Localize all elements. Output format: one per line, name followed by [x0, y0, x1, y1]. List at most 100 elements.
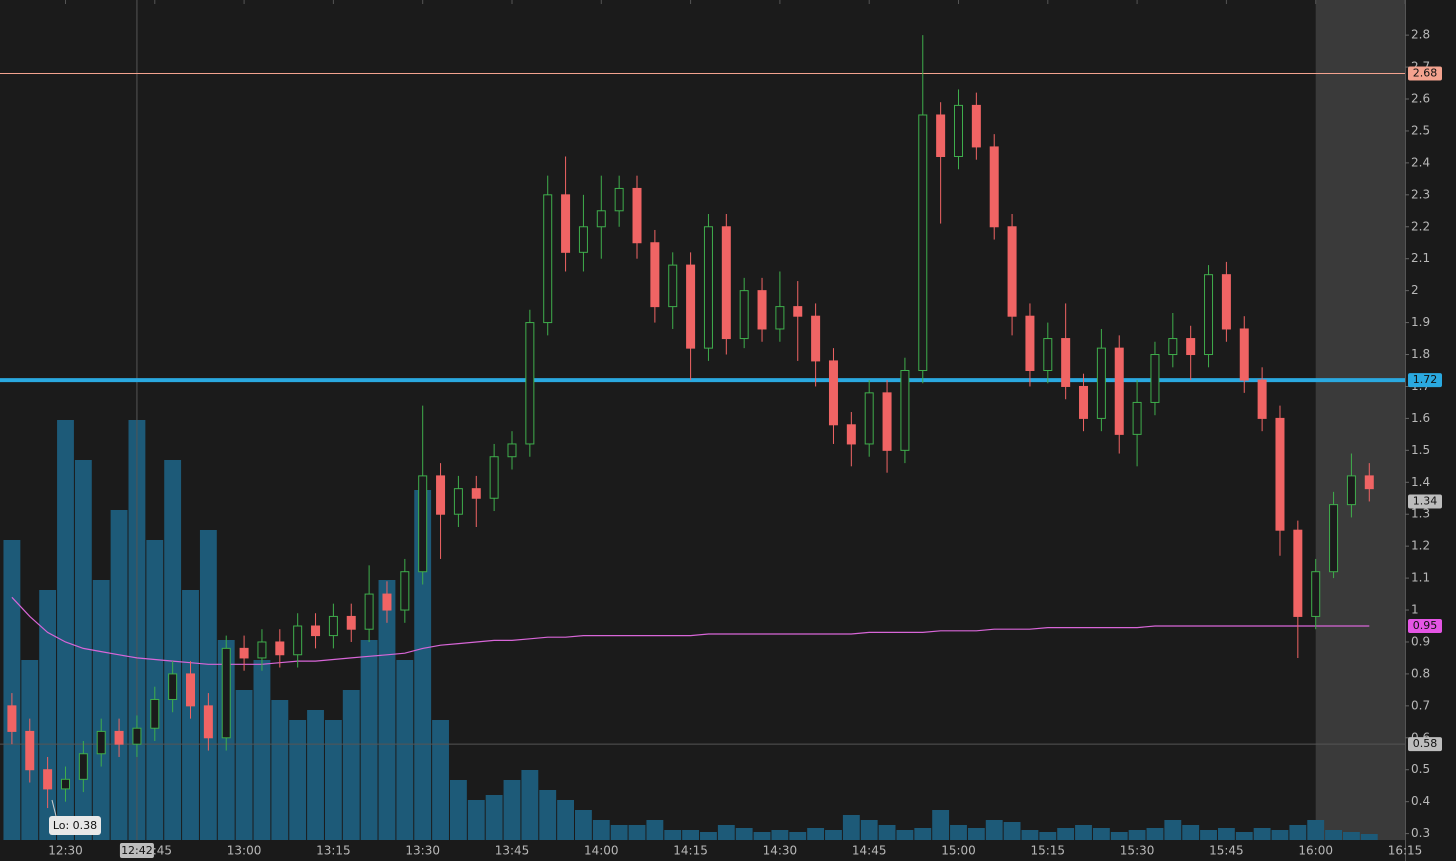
candle-body: [1257, 379, 1267, 419]
y-tick-label: 0.3: [1411, 826, 1430, 840]
y-tick-label: 0.9: [1411, 634, 1430, 648]
candle-body: [1007, 226, 1017, 317]
volume-bar: [1182, 825, 1200, 840]
volume-bar: [932, 810, 950, 840]
x-tick-label: 13:15: [316, 844, 351, 858]
volume-bar: [449, 780, 467, 840]
candle-body: [846, 424, 856, 445]
candle-body: [400, 571, 410, 611]
volume-bar: [860, 820, 878, 840]
candle-body: [596, 210, 606, 228]
candle-body: [650, 242, 660, 308]
x-tick-label: 15:00: [941, 844, 976, 858]
volume-bar: [1360, 834, 1378, 840]
y-tick-label: 1.2: [1411, 539, 1430, 553]
volume-bar: [360, 640, 378, 840]
crosshair-x-box: [119, 843, 154, 858]
candle-body: [775, 306, 785, 330]
candle-body: [186, 673, 196, 707]
candle-body: [632, 187, 642, 244]
y-tick-label: 2: [1411, 283, 1419, 297]
y-tick-label: 1.3: [1411, 507, 1430, 521]
volume-bar: [342, 690, 360, 840]
volume-bar: [842, 815, 860, 840]
candle-body: [1150, 354, 1160, 403]
y-tick-label: 1.8: [1411, 347, 1430, 361]
candle-body: [507, 443, 517, 458]
annotation-text: Lo: 0.38: [53, 819, 97, 832]
volume-bar: [1235, 832, 1253, 840]
candle-body: [668, 264, 678, 308]
x-tick-label: 15:45: [1209, 844, 1244, 858]
candle-body: [311, 625, 321, 637]
volume-bar: [1200, 830, 1217, 840]
volume-bar: [682, 830, 700, 840]
x-tick-label: 14:00: [584, 844, 619, 858]
level-tag-label: 1.72: [1413, 373, 1438, 386]
volume-bar: [664, 830, 682, 840]
candle-body: [239, 647, 249, 659]
marker-tag-box: [1408, 494, 1442, 509]
volume-bar: [1057, 828, 1075, 840]
x-tick-label: 16:00: [1298, 844, 1333, 858]
candle-body: [96, 730, 106, 755]
candle-body: [757, 290, 767, 330]
y-tick-label: 1.5: [1411, 443, 1430, 457]
candle-body: [1346, 475, 1356, 506]
candle-body: [686, 264, 696, 349]
candle-body: [293, 625, 303, 656]
volume-bar: [1092, 828, 1110, 840]
volume-bar: [914, 828, 932, 840]
volume-bar: [557, 800, 575, 840]
candle-body: [328, 615, 338, 637]
candle-body: [489, 456, 499, 499]
volume-bar: [950, 825, 967, 840]
level-tag-box: [1408, 66, 1442, 81]
candle-body: [275, 641, 285, 656]
candle-body: [1204, 274, 1214, 356]
candle-body: [1239, 328, 1249, 381]
volume-bar: [467, 800, 485, 840]
candle-body: [1132, 401, 1142, 435]
volume-bar: [164, 460, 182, 840]
after-hours-shade: [1315, 0, 1405, 840]
volume-bar: [1307, 820, 1325, 840]
volume-bar: [1289, 825, 1307, 840]
candle-body: [864, 392, 874, 445]
candle-body: [221, 647, 231, 739]
y-tick-label: 2.8: [1411, 28, 1430, 42]
volume-bar: [628, 825, 646, 840]
volume-bar: [503, 780, 521, 840]
candle-body: [614, 187, 624, 212]
volume-bar: [575, 810, 592, 840]
volume-bar: [1217, 828, 1235, 840]
candle-body: [543, 194, 553, 324]
candle-body: [953, 104, 963, 158]
candle-body: [1221, 274, 1231, 330]
y-tick-label: 0.5: [1411, 762, 1430, 776]
volume-bar: [307, 710, 324, 840]
candle-body: [1275, 417, 1285, 531]
candle-body: [703, 226, 713, 349]
y-tick-label: 1.9: [1411, 315, 1430, 329]
level-tag-label: 2.68: [1413, 66, 1438, 79]
candle-body: [936, 114, 946, 158]
candle-body: [418, 475, 428, 573]
volume-bar: [717, 825, 735, 840]
candle-body: [150, 698, 160, 729]
volume-bar: [789, 832, 807, 840]
volume-bar: [1128, 830, 1146, 840]
vwap-line: [11, 596, 1370, 665]
volume-bar: [378, 580, 396, 840]
volume-bar: [3, 540, 21, 840]
candle-body: [257, 641, 267, 659]
volume-bar: [1342, 832, 1360, 840]
candle-body: [364, 593, 374, 630]
x-tick-label: 14:45: [852, 844, 887, 858]
volume-bar: [753, 832, 771, 840]
candle-body: [1186, 338, 1196, 356]
candle-body: [1043, 338, 1053, 371]
volume-bar: [57, 420, 74, 840]
